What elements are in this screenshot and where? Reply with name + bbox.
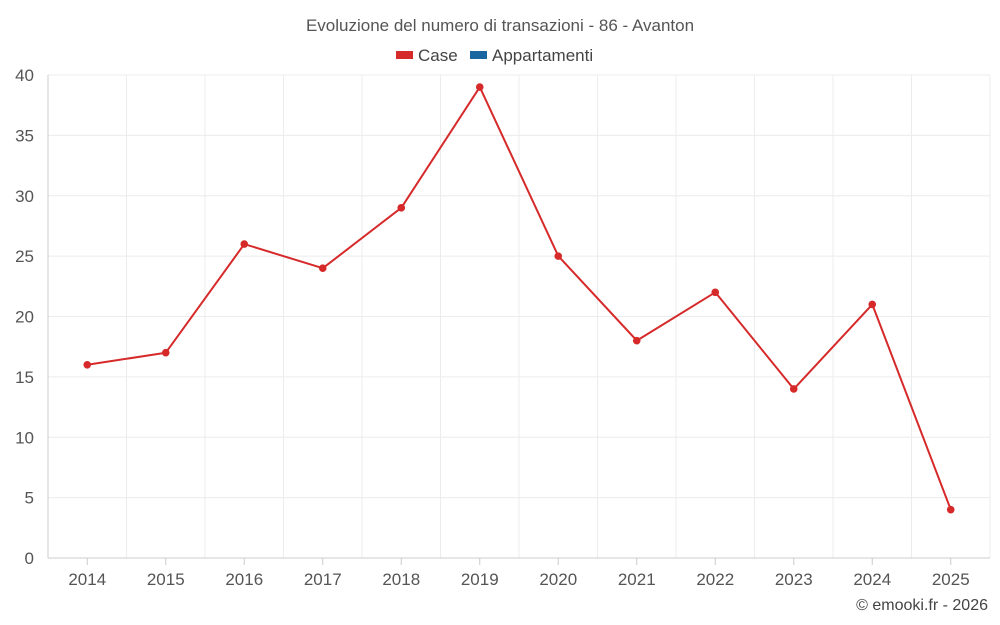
data-point-case-2023[interactable] (789, 385, 798, 393)
grid (47, 74, 991, 558)
x-tick-label: 2025 (932, 570, 970, 589)
y-tick-label: 25 (15, 247, 34, 266)
x-tick-label: 2015 (147, 570, 185, 589)
x-tick-label: 2023 (775, 570, 813, 589)
legend-swatch-case (396, 51, 413, 59)
data-point-case-2022[interactable] (711, 288, 720, 297)
y-tick-label: 5 (25, 489, 34, 508)
x-tick-label: 2021 (618, 570, 656, 589)
x-tick-label: 2022 (696, 570, 734, 589)
data-point-case-2020[interactable] (554, 252, 563, 260)
legend-label-case: Case (418, 46, 458, 65)
y-tick-label: 10 (15, 428, 34, 447)
x-tick-label: 2019 (461, 570, 499, 589)
y-axis-ticks: 0 5 10 15 20 25 30 35 40 (15, 66, 34, 568)
credit-text: © emooki.fr - 2026 (856, 597, 988, 614)
y-tick-label: 20 (15, 308, 34, 327)
legend-item-case[interactable]: Case (396, 46, 458, 65)
data-point-case-2021[interactable] (632, 336, 641, 345)
data-point-case-2016[interactable] (240, 240, 249, 248)
x-tick-label: 2016 (225, 570, 263, 589)
legend-swatch-appartamenti (470, 51, 487, 59)
legend-item-appartamenti[interactable]: Appartamenti (470, 46, 593, 65)
data-point-case-2017[interactable] (318, 264, 327, 273)
x-tick-label: 2014 (68, 570, 106, 589)
x-axis-ticks: 2014 2015 2016 2017 2018 2019 2020 2021 2022 2023… (68, 570, 969, 589)
data-point-case-2025[interactable] (946, 505, 955, 514)
legend-label-appartamenti: Appartamenti (492, 46, 593, 65)
y-tick-label: 0 (25, 549, 34, 568)
x-tick-label: 2024 (853, 570, 891, 589)
data-point-case-2019[interactable] (475, 83, 484, 91)
y-tick-label: 15 (15, 368, 34, 387)
data-point-case-2018[interactable] (397, 204, 406, 212)
axes (47, 75, 990, 565)
x-tick-label: 2017 (304, 570, 342, 589)
data-point-case-2015[interactable] (161, 348, 170, 357)
y-tick-label: 35 (15, 126, 34, 145)
chart-title: Evoluzione del numero di transazioni - 8… (306, 16, 694, 35)
data-point-case-2024[interactable] (868, 300, 877, 309)
x-tick-label: 2018 (382, 570, 420, 589)
y-tick-label: 40 (15, 66, 34, 85)
x-tick-label: 2020 (539, 570, 577, 589)
series-case (83, 83, 955, 514)
y-tick-label: 30 (15, 187, 34, 206)
data-point-case-2014[interactable] (83, 361, 92, 369)
series-line-case (87, 86, 952, 511)
legend: Case Appartamenti (396, 46, 593, 65)
